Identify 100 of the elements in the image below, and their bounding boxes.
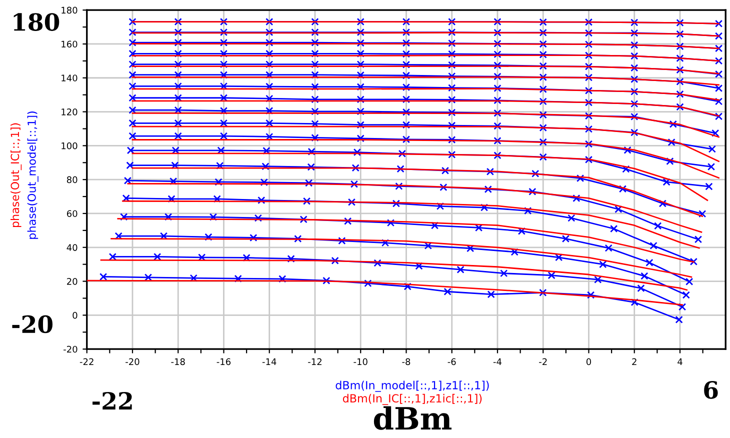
x-tick-label: -8 (402, 358, 410, 366)
point (630, 100, 638, 108)
point (646, 258, 654, 266)
point (584, 112, 593, 120)
point (678, 303, 686, 311)
point (448, 122, 456, 130)
point (311, 18, 319, 26)
y-tick-label: 160 (62, 40, 78, 48)
point (539, 111, 547, 119)
point (144, 274, 152, 282)
point (676, 90, 684, 98)
y-tick-label: 80 (66, 176, 78, 184)
point (220, 82, 228, 90)
point (311, 71, 319, 79)
point (266, 106, 274, 115)
y-tick-label: -20 (64, 346, 78, 353)
point (392, 200, 400, 208)
point (356, 96, 364, 104)
point (128, 60, 136, 68)
point (662, 178, 670, 186)
point (714, 20, 723, 28)
point (356, 121, 364, 129)
point (548, 272, 556, 280)
x-axis-title: dBm (374, 406, 452, 430)
point (494, 109, 502, 117)
point (528, 188, 536, 196)
line-series (86, 280, 683, 306)
point (441, 166, 450, 174)
point (599, 260, 607, 268)
point (311, 50, 319, 58)
point (311, 134, 319, 142)
point (174, 119, 182, 127)
point (539, 18, 547, 26)
point (266, 18, 274, 26)
point (494, 122, 502, 130)
point (712, 129, 720, 137)
x-tick-label: 4 (678, 358, 682, 365)
point (584, 29, 593, 37)
point (374, 259, 382, 267)
point (307, 163, 315, 171)
point (322, 276, 330, 284)
point (584, 125, 593, 133)
point (126, 162, 134, 170)
point (213, 195, 221, 203)
point (584, 74, 593, 82)
x-tick-label: -22 (80, 358, 94, 365)
point (448, 61, 456, 69)
x-tick-label: -2 (539, 358, 547, 365)
point (308, 148, 316, 156)
point (539, 85, 547, 94)
point (266, 60, 274, 68)
line-series (122, 200, 700, 249)
point (128, 38, 136, 46)
line-series (117, 218, 694, 263)
point (614, 205, 622, 214)
point (220, 38, 228, 46)
point (402, 136, 410, 144)
point (128, 94, 136, 102)
point (676, 103, 684, 111)
point (356, 28, 364, 36)
point (676, 66, 684, 74)
x-tick-label: -20 (126, 358, 140, 366)
point (494, 18, 502, 26)
x-tick-label: -12 (308, 358, 322, 365)
point (562, 234, 570, 243)
point (448, 72, 456, 80)
y-tick-label: 40 (66, 244, 78, 251)
text: 6 (704, 381, 718, 399)
point (220, 106, 228, 115)
point (356, 60, 364, 68)
point (266, 38, 274, 46)
point (539, 138, 547, 146)
point (220, 18, 228, 26)
y-tick-label: 120 (62, 108, 78, 116)
point (518, 227, 526, 235)
point (216, 162, 224, 170)
line-series (132, 112, 720, 138)
point (128, 50, 136, 58)
point (676, 54, 684, 62)
point (278, 275, 286, 283)
point (630, 88, 638, 96)
point (604, 244, 612, 252)
point (114, 232, 122, 240)
x-tick-label: -6 (448, 358, 456, 366)
line-series (132, 100, 720, 117)
point (311, 28, 319, 36)
point (164, 213, 172, 221)
point (174, 132, 182, 140)
point (539, 62, 547, 70)
point (637, 284, 645, 292)
point (494, 84, 502, 92)
point (576, 174, 584, 182)
point (311, 83, 319, 91)
text: phase(Out_model[::,1]) (27, 112, 38, 239)
point (266, 94, 274, 102)
text: 180 (14, 13, 60, 31)
point (539, 98, 547, 106)
text: -22 (92, 392, 132, 410)
point (311, 96, 319, 104)
point (128, 132, 136, 140)
